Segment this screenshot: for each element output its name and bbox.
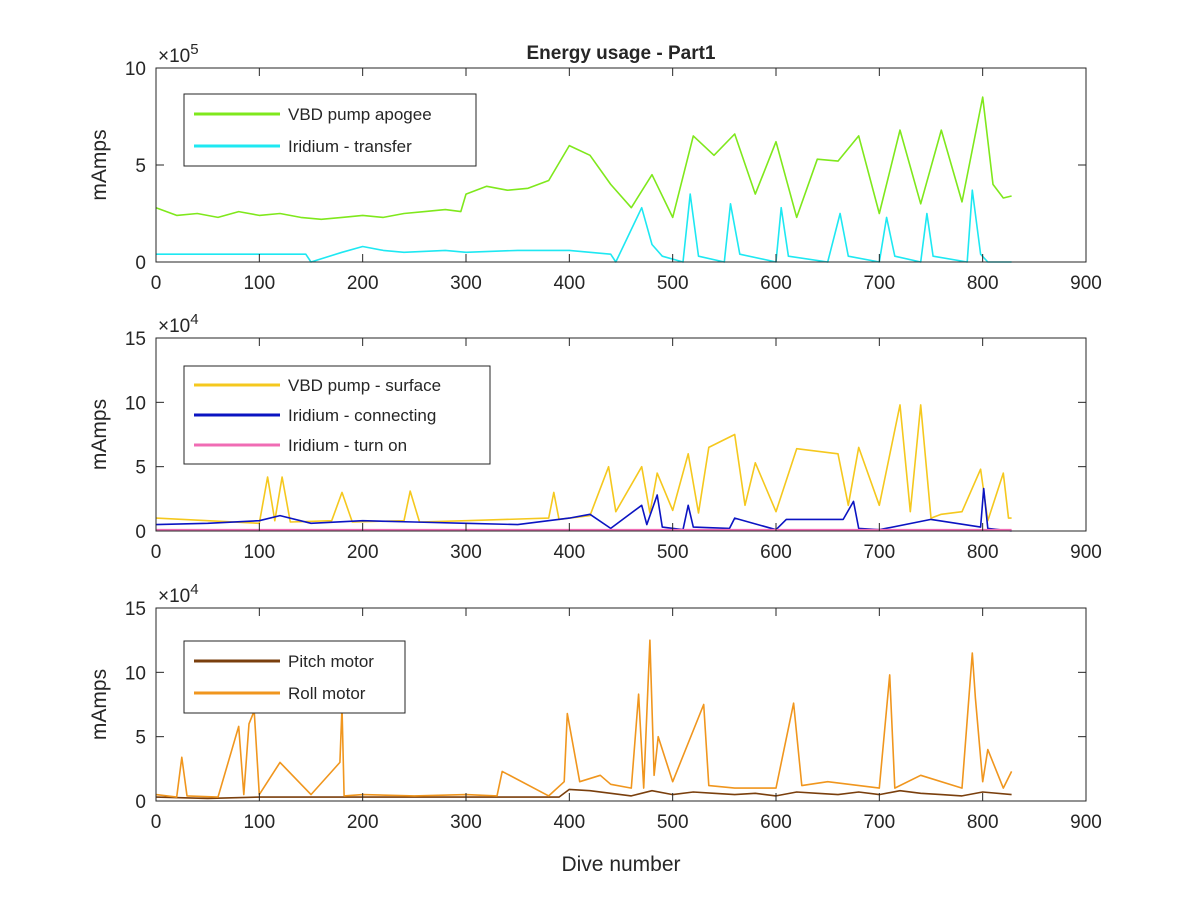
x-tick-label: 800 (967, 273, 999, 294)
legend-entry: Iridium - connecting (288, 406, 436, 425)
legend-box (183, 640, 406, 714)
legend-box (183, 93, 477, 167)
x-tick-label: 700 (863, 273, 895, 294)
x-tick-label: 500 (657, 542, 689, 563)
chart-panel-2: 0 100 200 300 400 500 600 700 800 900 0 5 10 15 ×104 mA… (88, 311, 1102, 563)
legend-entry: Iridium - turn on (288, 436, 407, 455)
legend-entry: Pitch motor (288, 652, 374, 671)
x-tick-label: 0 (151, 812, 162, 833)
y-tick-label: 10 (125, 663, 146, 684)
x-axis-label: Dive number (561, 853, 680, 876)
y-tick-label: 5 (135, 156, 146, 177)
y-tick-label: 10 (125, 393, 146, 414)
legend: VBD pump - surface Iridium - connecting Ir… (183, 365, 491, 465)
x-tick-label: 300 (450, 812, 482, 833)
x-tick-label: 900 (1070, 542, 1102, 563)
x-tick-label: 0 (151, 542, 162, 563)
x-tick-label: 200 (347, 542, 379, 563)
x-tick-label: 100 (243, 542, 275, 563)
x-tick-label: 800 (967, 542, 999, 563)
y-tick-label: 0 (135, 792, 146, 813)
series-line-1 (155, 96, 1012, 221)
legend: Pitch motor Roll motor (183, 640, 406, 714)
axes-frame (155, 337, 1087, 532)
x-tick-label: 0 (151, 273, 162, 294)
x-tick-label: 600 (760, 542, 792, 563)
x-tick-label: 400 (553, 273, 585, 294)
x-tick-label: 300 (450, 542, 482, 563)
legend: VBD pump apogee Iridium - transfer (183, 93, 477, 167)
x-tick-label: 400 (553, 542, 585, 563)
chart-panel-3: 0 100 200 300 400 500 600 700 800 900 0 5 10 15 ×104 mA… (88, 581, 1102, 876)
x-tick-label: 100 (243, 273, 275, 294)
x-tick-label: 200 (347, 812, 379, 833)
y-tick-label: 15 (125, 599, 146, 620)
y-axis-label: mAmps (88, 399, 111, 470)
series-line-1 (155, 788, 1012, 800)
y-tick-label: 15 (125, 329, 146, 350)
x-tick-label: 300 (450, 273, 482, 294)
legend-entry: VBD pump apogee (288, 105, 432, 124)
y-tick-label: 5 (135, 458, 146, 479)
x-tick-label: 900 (1070, 273, 1102, 294)
y-tick-label: 0 (135, 253, 146, 274)
x-tick-label: 800 (967, 812, 999, 833)
series-line-1 (155, 404, 1012, 525)
y-tick-label: 0 (135, 522, 146, 543)
chart-panel-1: 0 100 200 300 400 500 600 700 800 900 0 5 10 ×105 mAmp… (88, 41, 1102, 294)
x-tick-label: 200 (347, 273, 379, 294)
x-tick-label: 600 (760, 273, 792, 294)
y-axis-multiplier: ×104 (158, 581, 199, 607)
series-line-2 (155, 639, 1013, 798)
chart-title: Energy usage - Part1 (526, 43, 715, 64)
y-axis-label: mAmps (88, 669, 111, 740)
legend-entry: Roll motor (288, 684, 366, 703)
x-tick-label: 700 (863, 812, 895, 833)
y-tick-label: 10 (125, 59, 146, 80)
x-tick-label: 900 (1070, 812, 1102, 833)
x-tick-label: 400 (553, 812, 585, 833)
x-tick-label: 500 (657, 273, 689, 294)
x-tick-label: 600 (760, 812, 792, 833)
y-axis-label: mAmps (88, 129, 111, 200)
y-axis-multiplier: ×105 (158, 41, 199, 67)
y-axis-multiplier: ×104 (158, 311, 199, 337)
axes-frame (155, 607, 1087, 802)
series-line-2 (156, 189, 1012, 263)
y-tick-label: 5 (135, 728, 146, 749)
x-tick-label: 100 (243, 812, 275, 833)
x-tick-label: 700 (863, 542, 895, 563)
legend-entry: VBD pump - surface (288, 376, 441, 395)
legend-entry: Iridium - transfer (288, 137, 412, 156)
x-tick-label: 500 (657, 812, 689, 833)
